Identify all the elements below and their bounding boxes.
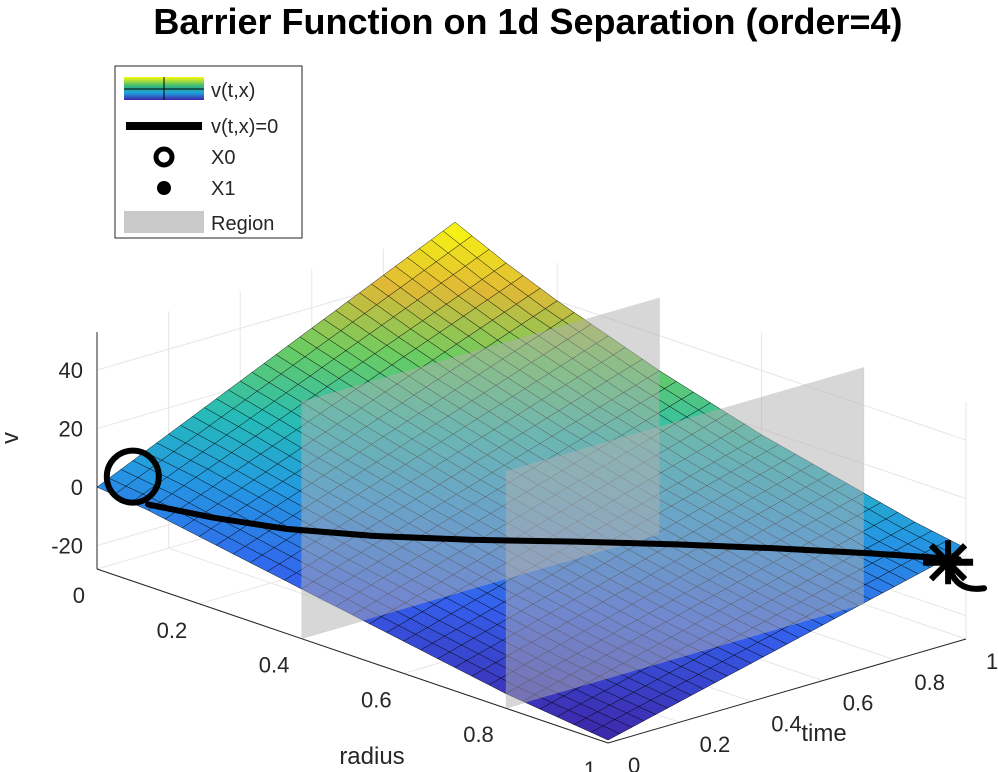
y-tick-label: 0 xyxy=(628,753,640,772)
legend-region-swatch xyxy=(124,211,204,233)
y-tick-label: 0.6 xyxy=(843,691,874,716)
zero-level-curve xyxy=(145,501,962,563)
z-tick-label: 20 xyxy=(59,417,83,442)
x-tick-label: 0.6 xyxy=(361,687,392,712)
legend-label-x1: X1 xyxy=(211,178,235,200)
markers xyxy=(103,447,988,592)
legend-label-zero-curve: v(t,x)=0 xyxy=(211,116,278,138)
region-slabs xyxy=(301,297,864,709)
x-tick-label: 0.8 xyxy=(463,722,494,747)
z-tick-label: 40 xyxy=(59,358,83,383)
x1-marker-tail xyxy=(947,567,988,592)
x1-marker xyxy=(923,540,988,592)
legend-label-region: Region xyxy=(211,213,274,235)
legend[interactable]: v(t,x) v(t,x)=0 X0 X1 Region xyxy=(114,65,303,239)
y-tick-label: 0.4 xyxy=(771,711,802,736)
legend-dot-marker xyxy=(157,181,171,195)
axis-line xyxy=(96,568,609,744)
zero-level-curve-layer xyxy=(145,501,962,563)
y-tick-label: 0.8 xyxy=(914,670,945,695)
y-tick-label: 0.2 xyxy=(700,732,731,757)
z-tick-label: -20 xyxy=(51,534,83,559)
z-tick-label: 0 xyxy=(71,475,83,500)
x-tick-label: 0.2 xyxy=(157,618,188,643)
axis-ticks: 0 0.2 0.4 0.6 0.8 1 0 0.2 0.4 0.6 0.8 1 -20 0 20 40 xyxy=(51,358,998,772)
x0-marker xyxy=(103,447,162,506)
legend-label-surface: v(t,x) xyxy=(211,80,255,102)
legend-circle-marker xyxy=(153,146,175,168)
surface-cell xyxy=(590,725,621,741)
z-axis-label: v xyxy=(0,432,24,444)
x-tick-label: 0 xyxy=(73,583,85,608)
region-slab-2 xyxy=(505,367,864,709)
x-tick-label: 0.4 xyxy=(259,653,290,678)
x-tick-label: 1 xyxy=(584,757,596,772)
legend-label-x0: X0 xyxy=(211,147,235,169)
chart-title: Barrier Function on 1d Separation (order… xyxy=(153,1,902,42)
y-tick-label: 1 xyxy=(986,649,998,674)
x-axis-label: radius xyxy=(339,743,404,770)
y-axis-label: time xyxy=(801,720,846,747)
axis-line xyxy=(607,638,967,744)
